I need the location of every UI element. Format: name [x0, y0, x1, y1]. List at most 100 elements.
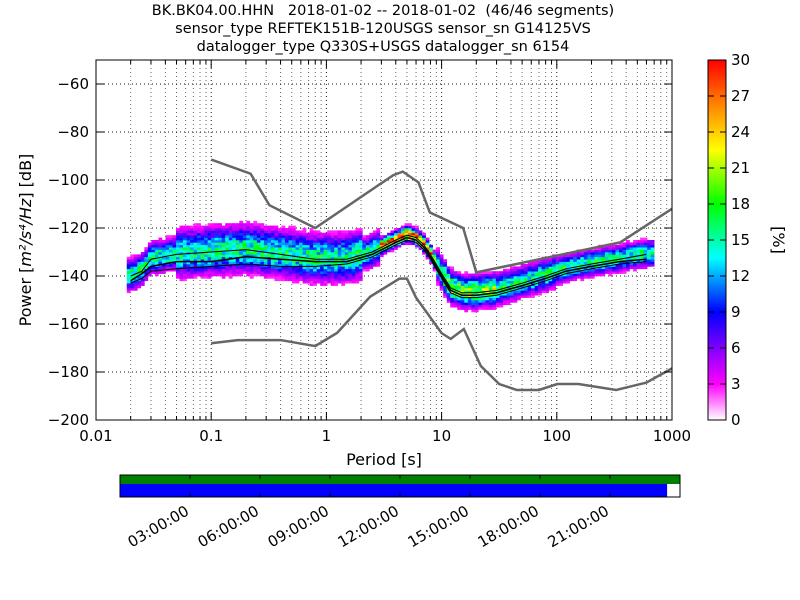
heatmap-cell	[636, 240, 641, 243]
heatmap-cell	[492, 292, 497, 296]
heatmap-cell	[524, 276, 528, 279]
heatmap-cell	[309, 280, 314, 284]
heatmap-cell	[165, 264, 170, 267]
heatmap-cell	[450, 285, 455, 289]
heatmap-cell	[168, 249, 173, 253]
heatmap-cell	[281, 244, 286, 248]
heatmap-cell	[334, 273, 339, 277]
heatmap-cell	[263, 247, 268, 250]
heatmap-cell	[140, 252, 145, 255]
heatmap-cell	[383, 242, 388, 246]
heatmap-cell	[253, 259, 258, 262]
heatmap-cell	[327, 273, 331, 277]
heatmap-cell	[531, 290, 535, 294]
heatmap-cell	[306, 280, 310, 284]
heatmap-cell	[299, 278, 303, 282]
heatmap-cell	[284, 259, 289, 262]
heatmap-cell	[274, 256, 279, 260]
heatmap-cell	[239, 247, 244, 250]
heatmap-cell	[151, 256, 156, 260]
heatmap-cell	[369, 235, 374, 238]
heatmap-cell	[239, 254, 244, 258]
heatmap-cell	[386, 235, 391, 238]
heatmap-cell	[643, 237, 648, 241]
heatmap-cell	[126, 290, 131, 294]
heatmap-cell	[313, 237, 317, 241]
heatmap-cell	[464, 307, 469, 310]
heatmap-cell	[218, 237, 223, 241]
heatmap-cell	[228, 235, 233, 238]
heatmap-cell	[316, 230, 321, 234]
heatmap-cell	[450, 283, 455, 286]
heatmap-cell	[362, 252, 367, 255]
heatmap-cell	[351, 264, 356, 267]
heatmap-cell	[211, 242, 215, 246]
heatmap-cell	[650, 261, 655, 265]
heatmap-cell	[126, 264, 131, 267]
heatmap-cell	[130, 256, 135, 260]
heatmap-cell	[488, 302, 493, 306]
heatmap-cell	[147, 242, 152, 246]
heatmap-cell	[393, 237, 398, 241]
heatmap-cell	[425, 240, 430, 243]
heatmap-cell	[126, 266, 131, 270]
heatmap-cell	[242, 271, 247, 274]
heatmap-cell	[534, 268, 539, 272]
heatmap-cell	[313, 280, 317, 284]
heatmap-cell	[622, 247, 627, 250]
heatmap-cell	[193, 273, 198, 277]
heatmap-cell	[348, 247, 353, 250]
heatmap-cell	[604, 264, 609, 267]
heatmap-cell	[474, 300, 479, 303]
heatmap-cell	[467, 273, 472, 277]
heatmap-cell	[288, 266, 293, 270]
heatmap-cell	[151, 259, 156, 262]
heatmap-cell	[260, 271, 265, 274]
heatmap-cell	[179, 235, 184, 238]
heatmap-cell	[151, 261, 156, 265]
heatmap-cell	[569, 256, 574, 260]
heatmap-cell	[235, 225, 240, 229]
heatmap-cell	[436, 276, 440, 279]
heatmap-cell	[130, 259, 135, 262]
heatmap-cell	[439, 283, 444, 286]
heatmap-cell	[320, 235, 324, 238]
heatmap-cell	[513, 288, 518, 291]
heatmap-cell	[358, 278, 363, 282]
heatmap-cell	[562, 268, 567, 272]
heatmap-cell	[495, 292, 500, 296]
heatmap-cell	[636, 256, 641, 260]
heatmap-cell	[629, 256, 634, 260]
heatmap-cell	[249, 261, 254, 265]
heatmap-cell	[327, 256, 331, 260]
heatmap-cell	[365, 247, 370, 250]
heatmap-cell	[647, 240, 651, 243]
heatmap-cell	[204, 242, 208, 246]
heatmap-cell	[323, 254, 328, 258]
heatmap-cell	[488, 307, 493, 310]
heatmap-cell	[355, 242, 360, 246]
heatmap-cell	[323, 247, 328, 250]
heatmap-cell	[334, 278, 339, 282]
heatmap-cell	[277, 230, 282, 234]
heatmap-cell	[253, 266, 258, 270]
heatmap-cell	[190, 242, 194, 246]
heatmap-cell	[541, 290, 546, 294]
heatmap-cell	[207, 247, 212, 250]
heatmap-cell	[355, 261, 360, 265]
heatmap-cell	[393, 242, 398, 246]
heatmap-cell	[559, 283, 564, 286]
heatmap-cell	[274, 242, 279, 246]
heatmap-cell	[401, 242, 405, 246]
heatmap-cell	[587, 254, 592, 258]
heatmap-cell	[239, 264, 244, 267]
heatmap-cell	[204, 228, 208, 231]
heatmap-cell	[228, 273, 233, 277]
heatmap-cell	[583, 259, 588, 262]
heatmap-cell	[369, 237, 374, 241]
heatmap-cell	[309, 235, 314, 238]
heatmap-cell	[555, 278, 560, 282]
heatmap-cell	[538, 292, 542, 296]
heatmap-cell	[647, 244, 651, 248]
heatmap-cell	[263, 237, 268, 241]
